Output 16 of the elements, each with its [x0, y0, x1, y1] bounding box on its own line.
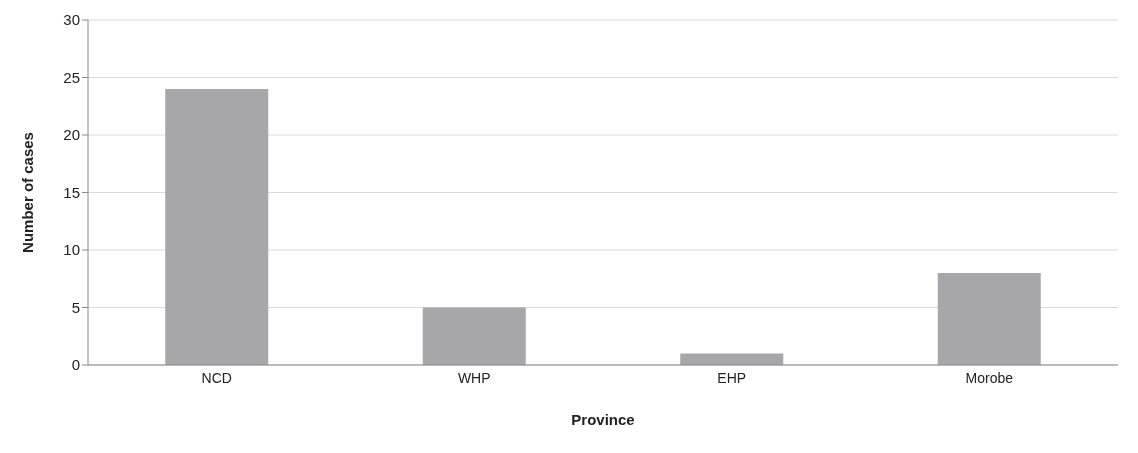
y-tick-label: 15 — [63, 183, 80, 201]
bar — [937, 273, 1041, 365]
y-tick-label: 30 — [63, 11, 80, 29]
bar — [422, 307, 526, 365]
y-tick-label: 10 — [63, 241, 80, 259]
y-tick-label: 5 — [71, 298, 80, 316]
bar — [165, 89, 269, 365]
x-tick-label: WHP — [457, 369, 491, 386]
y-tick-label: 0 — [71, 356, 80, 374]
y-tick-label: 25 — [63, 68, 80, 86]
y-tick-label: 20 — [63, 126, 80, 144]
x-axis-title: Province — [571, 411, 635, 428]
x-tick-label: EHP — [717, 369, 747, 386]
y-axis-title: Number of cases — [19, 132, 37, 253]
x-tick-label: Morobe — [965, 369, 1014, 386]
x-tick-label: NCD — [201, 369, 232, 386]
